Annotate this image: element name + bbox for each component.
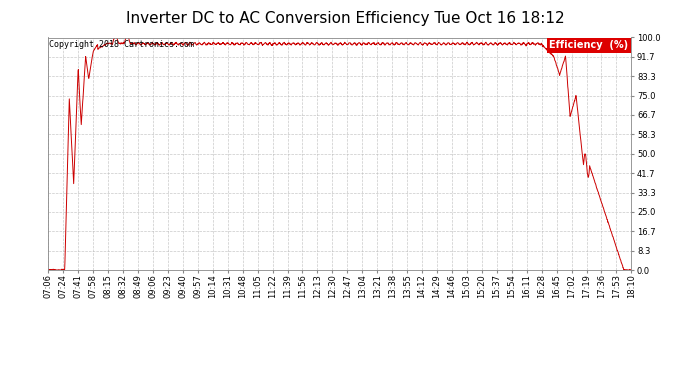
Text: Inverter DC to AC Conversion Efficiency Tue Oct 16 18:12: Inverter DC to AC Conversion Efficiency …: [126, 11, 564, 26]
Text: Copyright 2018 Cartronics.com: Copyright 2018 Cartronics.com: [50, 40, 195, 49]
Text: Efficiency  (%): Efficiency (%): [549, 40, 629, 50]
